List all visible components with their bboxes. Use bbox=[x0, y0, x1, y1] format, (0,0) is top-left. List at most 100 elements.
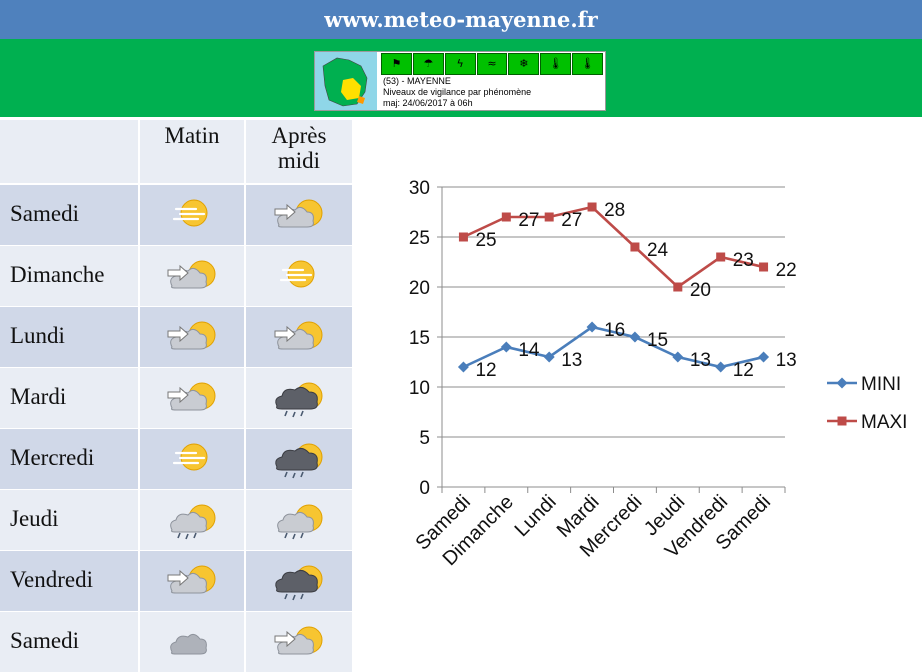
sun-cloud-icon bbox=[274, 321, 323, 350]
data-label: 28 bbox=[604, 200, 625, 221]
sun-cloud-icon bbox=[167, 565, 216, 594]
y-tick-label: 25 bbox=[409, 228, 430, 249]
data-label: 16 bbox=[604, 320, 625, 341]
forecast-row: Samedi bbox=[0, 612, 352, 672]
day-name: Lundi bbox=[0, 307, 138, 367]
day-name: Samedi bbox=[0, 185, 138, 245]
x-tick-label: Lundi bbox=[511, 491, 561, 541]
forecast-row: Lundi bbox=[0, 307, 352, 367]
data-point bbox=[673, 282, 683, 292]
rain-flood-icon: ☂ bbox=[412, 53, 444, 75]
cold-icon: 🌡 bbox=[572, 53, 604, 75]
data-point bbox=[587, 202, 597, 212]
series-line-mini bbox=[462, 325, 764, 369]
flood-icon: ≈ bbox=[476, 53, 508, 75]
data-point bbox=[501, 212, 511, 222]
y-tick-label: 30 bbox=[409, 178, 430, 199]
data-label: 22 bbox=[776, 260, 797, 281]
afternoon-weather bbox=[246, 368, 352, 428]
afternoon-weather bbox=[246, 612, 352, 672]
afternoon-weather bbox=[246, 490, 352, 550]
series-line-maxi bbox=[462, 205, 764, 289]
data-label: 15 bbox=[647, 330, 668, 351]
morning-weather bbox=[140, 185, 244, 245]
legend-label-mini: MINI bbox=[861, 374, 901, 395]
day-name: Dimanche bbox=[0, 246, 138, 306]
header-blank bbox=[0, 120, 138, 183]
legend-label-maxi: MAXI bbox=[861, 412, 907, 433]
sun-cloud-icon bbox=[274, 626, 323, 655]
data-point bbox=[672, 351, 684, 363]
data-point bbox=[758, 351, 770, 363]
data-label: 23 bbox=[733, 250, 754, 271]
data-label: 12 bbox=[733, 360, 754, 381]
sun-cloud-icon bbox=[274, 199, 323, 228]
data-label: 20 bbox=[690, 280, 711, 301]
day-name: Samedi bbox=[0, 612, 138, 672]
morning-weather bbox=[140, 551, 244, 611]
afternoon-weather bbox=[246, 551, 352, 611]
forecast-row: Dimanche bbox=[0, 246, 352, 306]
wind-icon: ⚑ bbox=[381, 53, 412, 75]
day-name: Vendredi bbox=[0, 551, 138, 611]
forecast-header-row: Matin Après midi bbox=[0, 120, 352, 183]
header-afternoon: Après midi bbox=[246, 120, 352, 183]
morning-weather bbox=[140, 490, 244, 550]
site-title: www.meteo-mayenne.fr bbox=[0, 0, 922, 39]
data-label: 24 bbox=[647, 240, 669, 261]
data-point bbox=[630, 242, 640, 252]
header-morning: Matin bbox=[140, 120, 244, 183]
data-point bbox=[759, 262, 769, 272]
data-label: 25 bbox=[475, 230, 496, 251]
vigilance-icons: ⚑ ☂ ϟ ≈ ❄ 🌡 🌡 bbox=[381, 53, 604, 75]
data-point bbox=[586, 321, 598, 333]
data-point bbox=[629, 331, 641, 343]
data-label: 27 bbox=[518, 210, 539, 231]
data-point bbox=[457, 361, 469, 373]
cloud-icon bbox=[170, 633, 207, 655]
morning-weather bbox=[140, 307, 244, 367]
morning-weather bbox=[140, 246, 244, 306]
y-tick-label: 10 bbox=[409, 378, 430, 399]
sun-cloud-icon bbox=[167, 382, 216, 411]
data-point bbox=[458, 232, 468, 242]
morning-weather bbox=[140, 368, 244, 428]
afternoon-weather bbox=[246, 307, 352, 367]
sun-cloud-icon bbox=[167, 260, 216, 289]
data-point bbox=[500, 341, 512, 353]
forecast-row: Jeudi bbox=[0, 490, 352, 550]
vigilance-map-box[interactable]: ⚑ ☂ ϟ ≈ ❄ 🌡 🌡 (53) - MAYENNE Niveaux de vigila… bbox=[314, 51, 606, 111]
vigilance-update: maj: 24/06/2017 à 06h bbox=[383, 98, 473, 108]
sun-cloud-icon bbox=[167, 321, 216, 350]
legend-marker bbox=[836, 377, 848, 389]
data-label: 14 bbox=[518, 340, 540, 361]
vigilance-caption: Niveaux de vigilance par phénomène bbox=[383, 87, 532, 97]
forecast-row: Samedi bbox=[0, 185, 352, 245]
fog-sun-icon bbox=[172, 443, 208, 471]
data-point bbox=[544, 212, 554, 222]
day-name: Mercredi bbox=[0, 429, 138, 489]
data-label: 13 bbox=[690, 350, 711, 371]
data-point bbox=[716, 252, 726, 262]
data-point bbox=[715, 361, 727, 373]
heat-icon: 🌡 bbox=[540, 53, 572, 75]
y-tick-label: 15 bbox=[409, 328, 430, 349]
storm-rain-icon bbox=[275, 382, 323, 418]
morning-weather bbox=[140, 429, 244, 489]
forecast-row: Vendredi bbox=[0, 551, 352, 611]
forecast-row: Mercredi bbox=[0, 429, 352, 489]
legend-marker bbox=[837, 416, 847, 426]
data-label: 12 bbox=[475, 360, 496, 381]
y-tick-label: 20 bbox=[409, 278, 430, 299]
y-tick-label: 0 bbox=[419, 478, 430, 499]
forecast-row: Mardi bbox=[0, 368, 352, 428]
cloud-rain-icon bbox=[277, 504, 323, 540]
storm-rain-icon bbox=[275, 443, 323, 479]
afternoon-weather bbox=[246, 246, 352, 306]
y-tick-label: 5 bbox=[419, 428, 430, 449]
data-point bbox=[543, 351, 555, 363]
afternoon-weather bbox=[246, 185, 352, 245]
data-label: 13 bbox=[776, 350, 797, 371]
header-afternoon-line2: midi bbox=[277, 148, 321, 173]
thunder-icon: ϟ bbox=[444, 53, 476, 75]
